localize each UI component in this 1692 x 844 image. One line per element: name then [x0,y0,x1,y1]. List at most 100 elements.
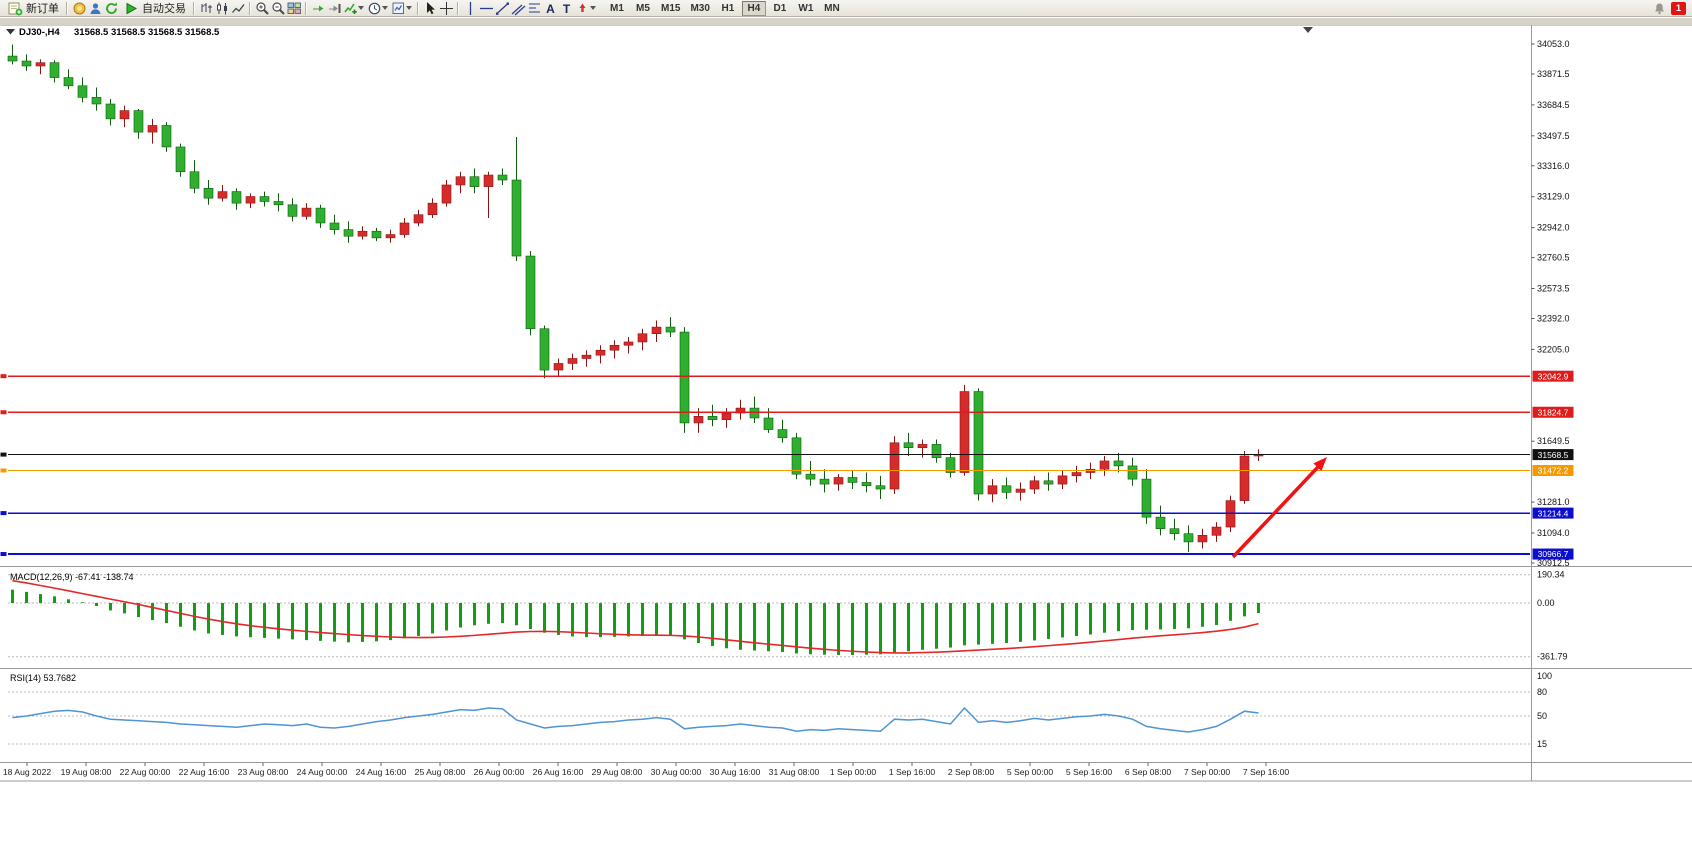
timeframe-w1[interactable]: W1 [794,1,818,16]
candle [35,62,46,67]
timeframe-m5[interactable]: M5 [631,1,655,16]
candle [455,176,466,186]
candle [567,358,578,364]
candle [511,179,522,257]
candle [1239,455,1250,501]
trend-arrow-head[interactable] [1313,457,1327,471]
candle [7,55,18,62]
text-label-icon[interactable]: T [558,1,574,16]
arrow-objects-caret-icon[interactable] [590,6,596,10]
timeframe-d1[interactable]: D1 [768,1,792,16]
text-icon[interactable]: A [542,1,558,16]
support-line-1-handle[interactable] [0,511,7,516]
candle [791,437,802,475]
alert-icon[interactable] [1651,1,1667,16]
chart-shift-marker[interactable] [1303,27,1313,33]
chart-menu-caret[interactable] [6,29,15,35]
trend-arrow[interactable] [1231,465,1320,559]
candle [651,326,662,335]
candle [1029,480,1040,490]
market-icon[interactable] [71,1,87,16]
line-chart-icon[interactable] [230,1,246,16]
crosshair-icon[interactable] [438,1,454,16]
timeframe-mn[interactable]: MN [820,1,844,16]
community-icon[interactable] [87,1,103,16]
indicators-icon[interactable] [342,1,358,16]
horizontal-line-icon[interactable] [478,1,494,16]
templates-caret-icon[interactable] [406,6,412,10]
candle [1015,488,1026,493]
macd-scale-label: 0.00 [1537,598,1555,608]
zoom-in-icon[interactable] [254,1,270,16]
channel-icon[interactable] [510,1,526,16]
timeframe-h4[interactable]: H4 [741,0,766,16]
new-order-label: 新订单 [26,3,59,15]
cursor-icon[interactable] [422,1,438,16]
periods-icon[interactable] [366,1,382,16]
toolbar-separator [249,1,251,15]
vertical-line-icon[interactable] [462,1,478,16]
notification-badge[interactable]: 1 [1671,2,1686,15]
bar-chart-icon[interactable] [198,1,214,16]
support-line-1-badge [1532,507,1574,519]
templates-icon[interactable] [390,1,406,16]
new-order-button[interactable]: 新订单 [3,0,63,16]
periods-caret-icon[interactable] [382,6,388,10]
timeframe-m1[interactable]: M1 [605,1,629,16]
new-order-icon [7,1,23,16]
pivot-line-handle[interactable] [0,468,7,473]
rsi-scale-label: 80 [1537,687,1547,697]
time-axis-label: 7 Sep 00:00 [1184,767,1231,777]
candle [105,103,116,120]
fibonacci-icon[interactable] [526,1,542,16]
candle [539,328,550,371]
tile-windows-icon[interactable] [286,1,302,16]
price-axis-label: 31649.5 [1537,436,1570,446]
candle [469,176,480,187]
resistance-line-2-badge [1532,406,1574,418]
current-price-line-handle[interactable] [0,452,7,457]
candle [329,222,340,230]
candle [119,110,130,120]
timeframe-m30[interactable]: M30 [686,1,713,16]
zoom-out-icon[interactable] [270,1,286,16]
support-line-2-handle[interactable] [0,552,7,557]
candle [1169,528,1180,534]
candle [1197,535,1208,543]
price-axis-label: 32573.5 [1537,284,1570,294]
candle [763,417,774,430]
ohlc-readout: 31568.5 31568.5 31568.5 31568.5 [74,27,220,38]
toolbar-separator [66,1,68,15]
macd-signal-line [12,579,1259,654]
refresh-icon[interactable] [103,1,119,16]
timeframe-h1[interactable]: H1 [716,1,740,16]
candle [371,230,382,239]
time-axis-label: 1 Sep 16:00 [889,767,936,777]
candle [861,482,872,487]
autotrading-button[interactable]: 自动交易 [119,0,190,16]
indicators-caret-icon[interactable] [358,6,364,10]
candle [497,174,508,181]
chart-shift-icon[interactable] [326,1,342,16]
candle [315,207,326,224]
macd-scale-label: -361.79 [1537,652,1568,662]
resistance-line-2-handle[interactable] [0,410,7,415]
support-line-2-badge [1532,548,1574,560]
candle [1155,516,1166,530]
resistance-line-2-badge-label: 31824.7 [1538,407,1569,417]
trendline-icon[interactable] [494,1,510,16]
resistance-line-1-handle[interactable] [0,374,7,379]
time-axis-label: 30 Aug 00:00 [651,767,702,777]
timeframe-m15[interactable]: M15 [657,1,684,16]
candlestick-icon[interactable] [214,1,230,16]
price-axis-label: 32942.0 [1537,223,1570,233]
price-axis-label: 33497.5 [1537,131,1570,141]
auto-scroll-icon[interactable] [310,1,326,16]
svg-text:A: A [546,2,555,16]
time-axis-label: 5 Sep 00:00 [1007,767,1054,777]
candle [679,331,690,424]
arrow-objects-icon[interactable] [574,1,590,16]
candle [595,349,606,356]
price-axis-label: 31281.0 [1537,497,1570,507]
